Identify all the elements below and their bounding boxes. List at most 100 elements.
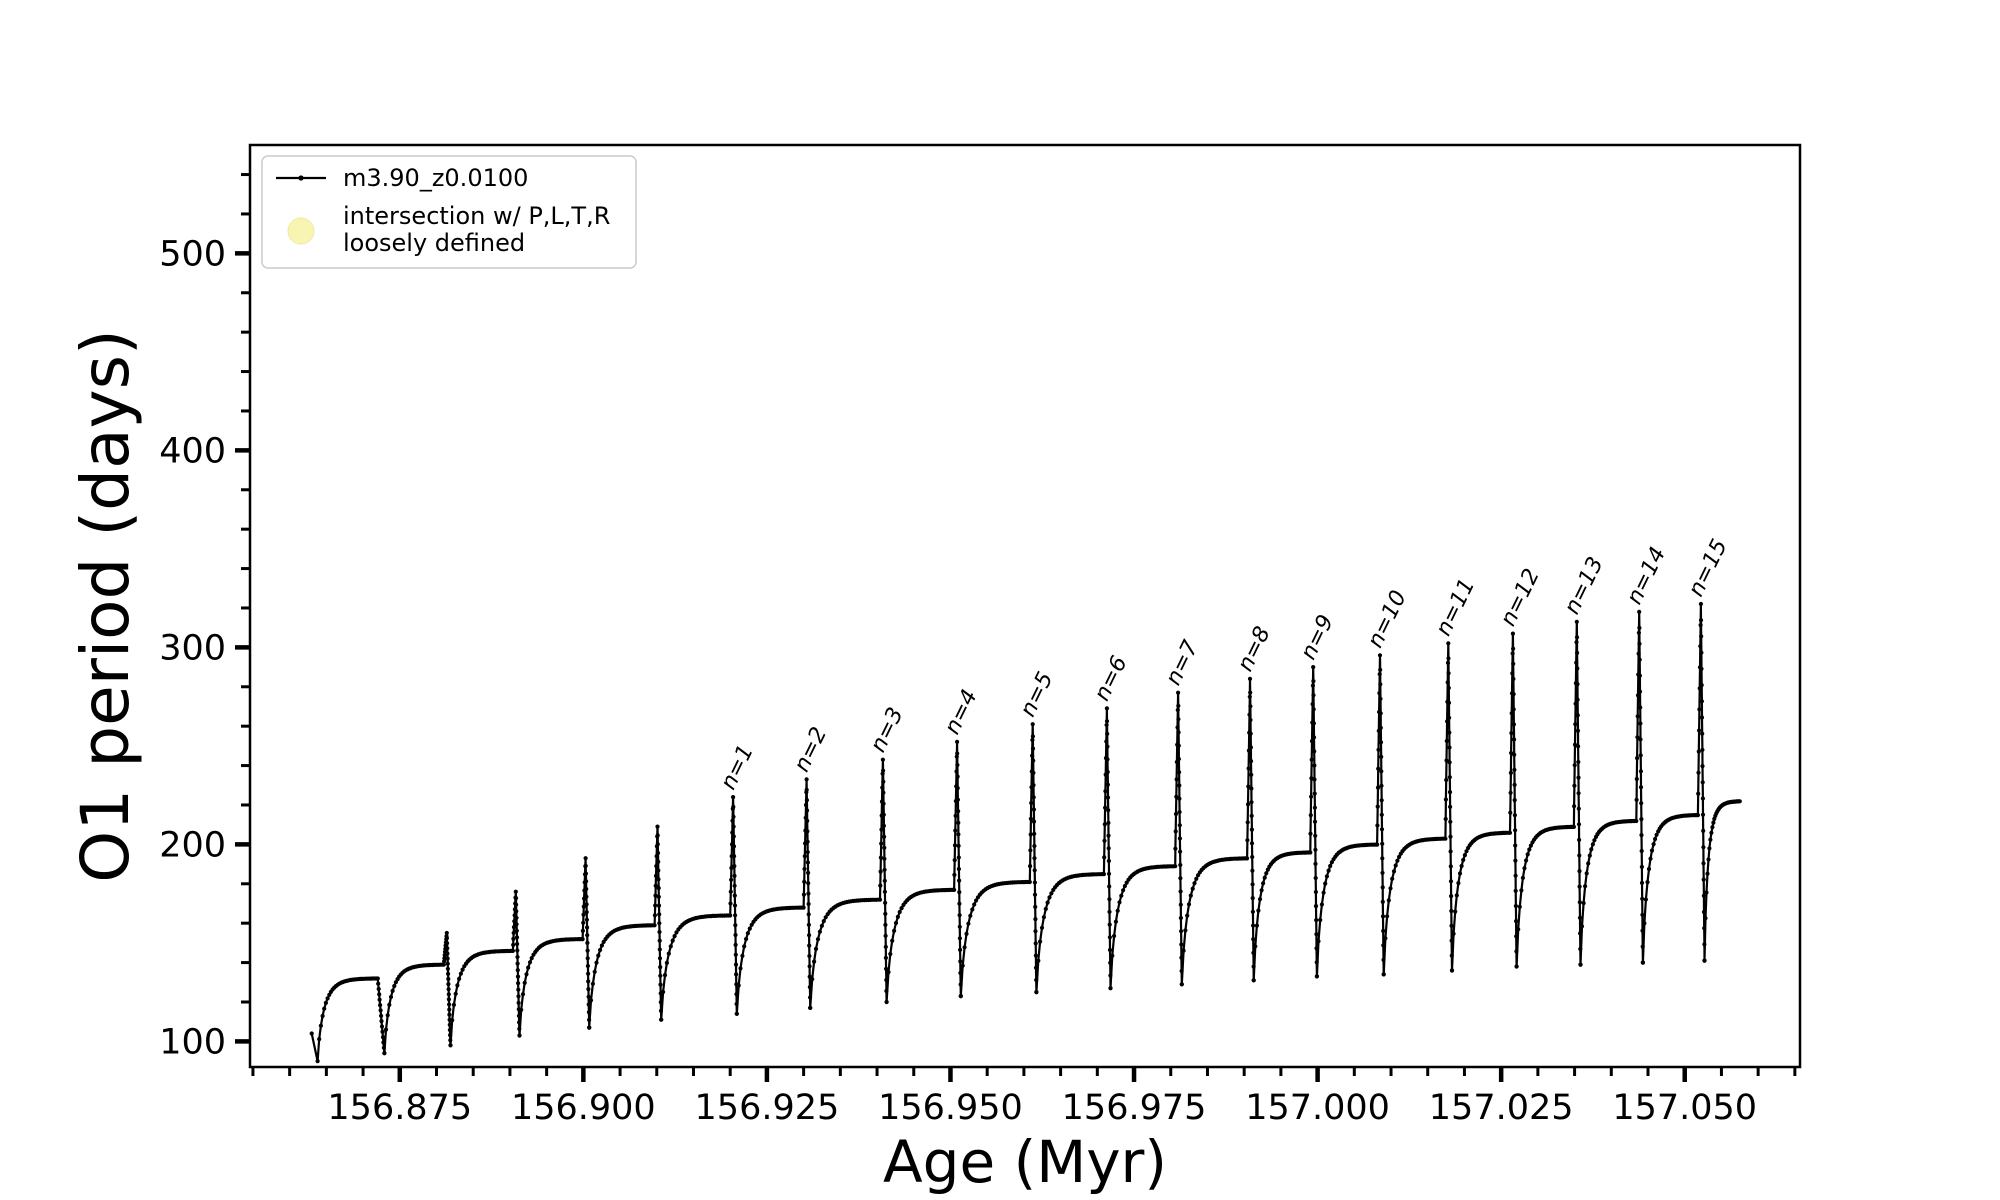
data-point-marker — [806, 881, 811, 886]
data-point-marker — [1510, 651, 1515, 656]
data-point-marker — [1173, 811, 1179, 817]
data-point-marker — [1640, 912, 1645, 917]
data-point-marker — [1381, 957, 1386, 963]
data-point-marker — [957, 924, 962, 929]
data-point-marker — [586, 1010, 592, 1015]
data-point-marker — [1572, 804, 1577, 809]
data-point-marker — [1511, 646, 1516, 651]
data-point-marker — [1571, 824, 1576, 830]
data-point-marker — [883, 933, 888, 939]
data-point-marker — [1574, 619, 1579, 624]
y-tick-label: 200 — [159, 825, 226, 865]
data-point-marker — [1638, 769, 1643, 774]
data-point-marker — [1572, 783, 1577, 788]
data-point-marker — [1107, 909, 1112, 915]
data-point-marker — [447, 1012, 452, 1017]
data-point-marker — [1447, 790, 1453, 795]
data-point-marker — [670, 938, 675, 943]
data-point-marker — [970, 907, 975, 912]
data-point-marker — [1697, 707, 1702, 712]
data-point-marker — [658, 1000, 663, 1005]
data-point-marker — [1446, 671, 1451, 676]
data-point-marker — [583, 863, 588, 869]
data-point-marker — [1576, 744, 1581, 749]
x-tick-label: 156.875 — [327, 1088, 472, 1128]
data-point-marker — [1249, 841, 1255, 846]
data-point-marker — [1107, 947, 1113, 953]
data-point-marker — [1702, 958, 1707, 963]
data-point-marker — [964, 931, 969, 937]
data-point-marker — [955, 739, 960, 745]
data-point-marker — [1173, 864, 1178, 869]
data-point-marker — [1697, 728, 1702, 733]
data-point-marker — [1105, 795, 1111, 800]
legend-entry2-label-line1: intersection w/ P,L,T,R — [343, 202, 610, 230]
data-point-marker — [1698, 644, 1703, 649]
data-point-marker — [1313, 861, 1318, 867]
data-point-marker — [731, 795, 736, 800]
data-point-marker — [1031, 819, 1037, 824]
data-point-marker — [1573, 722, 1578, 727]
data-point-marker — [1443, 797, 1448, 802]
data-point-marker — [442, 959, 447, 964]
data-point-marker — [1701, 909, 1707, 915]
spike-label: n=7 — [1161, 637, 1204, 690]
data-point-marker — [1700, 780, 1705, 785]
data-point-marker — [1698, 618, 1704, 623]
data-point-marker — [1176, 717, 1181, 722]
data-point-marker — [1112, 933, 1117, 939]
data-point-marker — [445, 946, 450, 951]
data-point-marker — [877, 897, 883, 902]
data-point-marker — [1375, 804, 1380, 809]
data-point-marker — [1579, 924, 1585, 929]
data-point-marker — [880, 757, 886, 762]
data-point-marker — [1646, 866, 1652, 872]
data-point-marker — [1032, 880, 1037, 885]
data-point-marker — [1176, 743, 1181, 748]
data-point-marker — [584, 917, 590, 922]
data-point-marker — [1312, 777, 1317, 782]
data-point-marker — [956, 843, 961, 849]
data-point-marker — [1106, 846, 1111, 851]
data-point-marker — [802, 866, 807, 872]
data-point-marker — [744, 936, 749, 942]
data-point-marker — [1245, 820, 1250, 825]
data-point-marker — [728, 889, 733, 894]
data-point-marker — [599, 943, 605, 948]
data-point-marker — [1321, 890, 1326, 895]
data-point-marker — [1309, 739, 1315, 744]
data-point-marker — [1639, 864, 1644, 870]
data-point-marker — [446, 987, 451, 992]
data-point-marker — [446, 976, 451, 982]
data-point-marker — [380, 1029, 385, 1034]
data-point-marker — [802, 879, 807, 884]
data-point-marker — [1377, 672, 1382, 677]
data-point-marker — [1033, 904, 1038, 910]
data-point-marker — [1574, 640, 1579, 645]
data-point-marker — [805, 818, 810, 824]
data-point-marker — [882, 856, 887, 861]
data-point-marker — [1449, 908, 1454, 914]
data-point-marker — [1245, 838, 1250, 843]
legend-box — [261, 155, 637, 269]
data-point-marker — [1446, 685, 1451, 691]
data-point-marker — [1249, 827, 1254, 832]
data-point-marker — [1030, 753, 1035, 758]
data-point-marker — [1251, 964, 1256, 969]
data-point-marker — [585, 956, 590, 961]
data-point-marker — [1640, 960, 1645, 965]
data-point-marker — [1448, 819, 1453, 824]
data-point-marker — [1584, 871, 1589, 876]
data-point-marker — [1634, 818, 1639, 824]
data-point-marker — [1308, 831, 1313, 836]
data-point-marker — [1311, 707, 1316, 712]
data-point-marker — [1574, 660, 1579, 665]
data-point-marker — [806, 912, 811, 917]
data-point-marker — [806, 922, 812, 927]
data-point-marker — [957, 936, 963, 941]
data-point-marker — [1576, 791, 1581, 796]
data-point-marker — [586, 1002, 591, 1007]
data-point-marker — [1520, 875, 1525, 881]
data-point-marker — [1186, 902, 1192, 907]
